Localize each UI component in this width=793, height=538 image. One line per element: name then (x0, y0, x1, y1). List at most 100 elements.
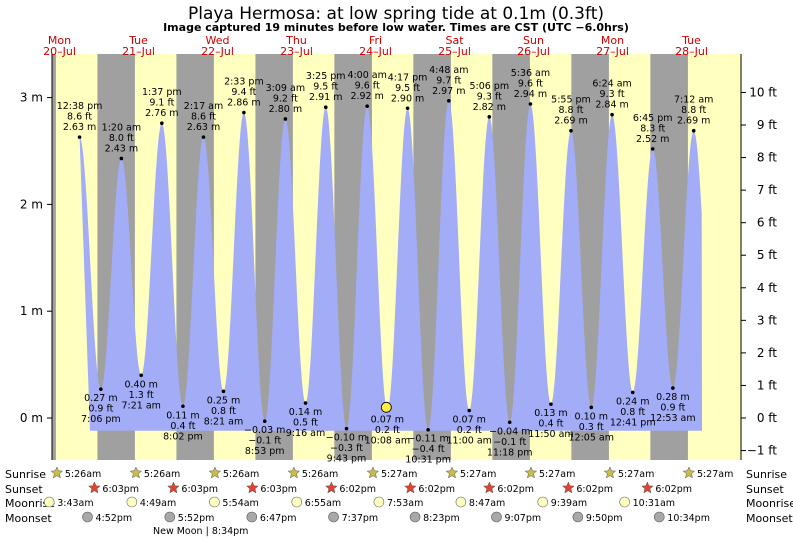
sunrise-star-icon (287, 466, 301, 479)
low-tide-label: 0.10 m (575, 411, 608, 422)
moonset-time: 7:37pm (342, 513, 379, 524)
sunset-time: 6:02pm (418, 484, 455, 495)
day-date-label: 28–Jul (675, 45, 708, 58)
low-tide-point (671, 386, 675, 390)
high-tide-label: 8.6 ft (191, 112, 216, 123)
sunrise-time: 5:26am (65, 469, 101, 480)
low-tide-label: 0.5 ft (293, 418, 318, 429)
high-tide-label: 3:25 pm (306, 71, 346, 82)
low-tide-label: 0.27 m (84, 393, 117, 404)
day-date-label: 22–Jul (201, 45, 234, 58)
low-tide-point (467, 408, 472, 413)
low-tide-point (344, 426, 349, 431)
day-date-label: 25–Jul (438, 45, 471, 58)
high-tide-label: 9.7 ft (436, 75, 461, 86)
high-tide-point (323, 105, 328, 110)
low-tide-label: −0.1 ft (248, 436, 281, 447)
sunset-time: 6:03pm (181, 484, 218, 495)
high-tide-point (528, 102, 533, 106)
moonrise-icon (537, 496, 549, 508)
low-tide-point (589, 405, 594, 410)
moonset-row-label-left: Moonset (5, 512, 52, 525)
tide-area (79, 100, 703, 431)
high-tide-label: 2.97 m (432, 86, 465, 97)
low-tide-label: 9:43 pm (327, 454, 367, 465)
high-tide-label: 2.63 m (187, 122, 220, 133)
right-tick-label: 3 ft (757, 313, 777, 327)
low-tide-label: −0.10 m (326, 433, 367, 444)
low-tide-label: 9:16 am (286, 428, 325, 439)
high-tide-label: 2.82 m (473, 102, 506, 113)
low-tide-point (99, 387, 103, 391)
moonset-icon (328, 511, 339, 523)
high-tide-label: 4:17 pm (388, 72, 428, 83)
right-tick-label: −1 ft (747, 444, 778, 458)
high-tide-label: 2.91 m (309, 92, 342, 103)
moonset-time: 10:34pm (667, 513, 710, 524)
high-tide-label: 7:12 am (674, 95, 713, 106)
moonset-icon (491, 511, 502, 523)
low-tide-label: 0.40 m (124, 379, 157, 390)
low-tide-label: 1.3 ft (129, 390, 154, 401)
left-tick-label: 1 m (20, 304, 43, 318)
low-tide-label: 12:53 am (650, 413, 695, 424)
moonrise-icon (619, 496, 630, 508)
moonrise-time: 10:31am (633, 498, 675, 509)
high-tide-label: 8.0 ft (109, 133, 134, 144)
sunrise-time: 5:27am (618, 469, 654, 480)
low-tide-label: −0.03 m (244, 425, 285, 436)
day-name-label: Wed (206, 34, 230, 47)
high-tide-label: 8.8 ft (558, 105, 583, 116)
moonrise-time: 9:39am (551, 498, 587, 509)
high-tide-label: 4:00 am (347, 70, 386, 81)
moonrise-icon (209, 496, 220, 508)
low-tide-label: 7:21 am (121, 400, 160, 411)
day-name-label: Mon (601, 34, 624, 47)
low-tide-label: 12:05 am (569, 432, 614, 443)
sunset-star-icon (641, 481, 654, 494)
tide-labels: 12:38 pm8.6 ft2.63 m0.27 m0.9 ft7:06 pm1… (57, 65, 714, 466)
high-tide-label: 2.52 m (636, 134, 669, 145)
high-tide-label: 5:06 pm (469, 81, 509, 92)
sunset-time: 6:02pm (655, 484, 692, 495)
sunrise-star-icon (603, 466, 617, 479)
moonset-time: 8:23pm (423, 513, 460, 524)
sunset-star-icon (562, 481, 575, 494)
low-tide-label: −0.04 m (489, 426, 530, 437)
high-tide-label: 9.4 ft (231, 87, 256, 98)
sunset-row-label-left: Sunset (5, 483, 43, 496)
low-tide-point (426, 427, 430, 432)
sunset-star-icon (483, 481, 496, 494)
high-tide-label: 9.1 ft (149, 98, 174, 109)
high-tide-label: 2.90 m (391, 93, 424, 104)
low-tide-label: 11:18 pm (487, 447, 533, 458)
sunrise-time: 5:27am (697, 469, 733, 480)
high-tide-label: 9.6 ft (518, 79, 543, 90)
moonset-icon (82, 511, 93, 523)
high-tide-label: 12:38 pm (57, 101, 103, 112)
high-tide-label: 9.2 ft (273, 93, 298, 104)
low-tide-label: −0.1 ft (493, 437, 526, 448)
day-name-label: Mon (48, 34, 71, 47)
high-tide-label: 5:36 am (511, 68, 550, 79)
high-tide-label: 9.3 ft (600, 89, 625, 100)
left-tick-label: 2 m (20, 197, 43, 211)
high-tide-label: 2.63 m (63, 122, 96, 133)
low-tide-label: −0.11 m (407, 434, 448, 445)
high-tide-label: 2.94 m (514, 89, 547, 100)
sunrise-time: 5:26am (302, 469, 338, 480)
left-tick-label: 0 m (20, 411, 43, 425)
sunset-star-icon (88, 481, 101, 494)
low-tide-label: 7:06 pm (81, 414, 121, 425)
low-tide-point (303, 401, 308, 405)
high-tide-point (487, 115, 492, 119)
high-tide-label: 9.3 ft (477, 91, 502, 102)
low-tide-label: 0.07 m (371, 415, 404, 426)
low-tide-point (181, 404, 185, 409)
low-tide-label: 0.3 ft (579, 422, 604, 433)
sunrise-star-icon (208, 466, 222, 479)
sunrise-star-icon (445, 466, 459, 479)
day-name-label: Fri (369, 34, 382, 47)
moonrise-icon (291, 496, 303, 508)
